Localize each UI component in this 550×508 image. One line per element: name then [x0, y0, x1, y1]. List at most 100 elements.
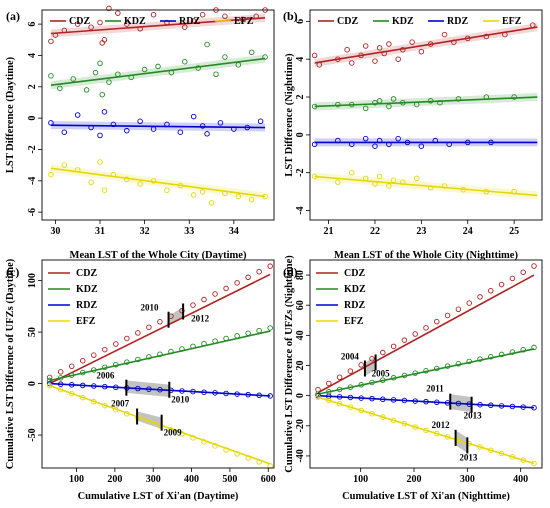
- data-point-rdz: [395, 135, 401, 142]
- data-point-rdz: [137, 118, 143, 125]
- data-point-cdz: [182, 24, 188, 30]
- data-point-kdz: [155, 63, 161, 70]
- data-point-cdz: [199, 11, 206, 18]
- data-point-kdz: [390, 96, 397, 102]
- fit-line-kdz: [49, 330, 271, 382]
- data-point-kdz: [256, 327, 262, 334]
- data-point-efz: [413, 175, 420, 182]
- data-point-kdz: [92, 69, 99, 76]
- data-point-kdz: [335, 101, 341, 108]
- x-tick-label: 24: [463, 226, 473, 237]
- data-point-efz: [386, 183, 392, 189]
- data-point-rdz: [177, 129, 184, 135]
- fit-line-kdz: [317, 348, 535, 395]
- data-point-efz: [335, 179, 341, 185]
- legend-label: RDZ: [447, 16, 468, 27]
- x-tick-label: 400: [184, 474, 199, 485]
- data-point-rdz: [110, 121, 117, 128]
- y-tick-label: 6: [27, 22, 38, 27]
- legend: CDZ KDZ RDZ EFZ: [318, 16, 522, 27]
- breakpoint-label: 2013: [459, 452, 478, 462]
- x-tick-label: 30: [50, 226, 60, 237]
- x-tick-label: 100: [69, 474, 84, 485]
- data-point-cdz: [477, 294, 483, 300]
- data-point-cdz: [256, 268, 262, 275]
- x-axis-label: Cumulative LST of Xi'an (Daytime): [78, 491, 239, 502]
- fit-line-efz: [49, 384, 271, 465]
- data-point-cdz: [418, 48, 425, 55]
- data-point-cdz: [101, 37, 108, 43]
- data-point-rdz: [48, 120, 54, 126]
- data-point-cdz: [531, 263, 537, 269]
- x-tick-label: 200: [107, 474, 122, 485]
- plot-frame: [41, 9, 275, 221]
- data-point-rdz: [74, 112, 81, 118]
- data-point-cdz: [74, 21, 81, 27]
- data-point-efz: [349, 169, 355, 176]
- fit-line-cdz: [49, 273, 271, 385]
- data-point-efz: [48, 171, 54, 178]
- fit-line-cdz: [314, 26, 538, 64]
- y-tick-label: 4: [295, 57, 306, 62]
- data-point-efz: [164, 187, 170, 193]
- panel-label: (b): [283, 9, 298, 23]
- data-point-kdz: [520, 347, 526, 353]
- data-point-rdz: [124, 127, 130, 134]
- data-point-kdz: [386, 103, 392, 110]
- legend: CDZ KDZ RDZ EFZ: [48, 268, 98, 327]
- x-tick-label: 100: [353, 474, 368, 485]
- data-point-kdz: [222, 54, 228, 60]
- data-point-cdz: [466, 300, 472, 306]
- data-point-efz: [376, 173, 383, 180]
- y-tick-label: 6: [295, 19, 306, 24]
- legend: CDZ KDZ RDZ EFZ: [316, 268, 366, 327]
- fit-line-efz: [314, 175, 538, 197]
- breakpoint-label: 2012: [432, 420, 451, 430]
- data-point-cdz: [135, 330, 141, 336]
- data-point-cdz: [79, 357, 86, 364]
- breakpoint-label: 2010: [141, 303, 160, 313]
- legend-label: RDZ: [344, 300, 365, 311]
- data-point-kdz: [267, 325, 273, 331]
- fit-line-efz: [317, 396, 535, 465]
- y-tick-label: 80: [295, 270, 306, 280]
- data-point-cdz: [150, 11, 157, 18]
- y-tick-label: 4: [27, 53, 38, 58]
- data-point-rdz: [61, 129, 68, 135]
- legend-label: KDZ: [392, 16, 414, 27]
- legend-label: CDZ: [344, 268, 365, 279]
- x-tick-label: 25: [509, 226, 519, 237]
- data-point-rdz: [372, 143, 378, 149]
- data-point-cdz: [201, 296, 207, 303]
- data-point-rdz: [101, 109, 108, 115]
- x-tick-label: 300: [460, 474, 475, 485]
- y-tick-label: -50: [27, 428, 38, 441]
- fit-line-efz: [50, 167, 266, 198]
- breakpoint-label: 2004: [341, 352, 360, 362]
- data-point-cdz: [245, 274, 251, 281]
- breakpoint-label: 2007: [111, 399, 130, 409]
- x-tick-label: 23: [416, 226, 426, 237]
- data-point-efz: [199, 189, 206, 195]
- data-point-cdz: [113, 341, 119, 347]
- y-tick-label: 50: [27, 327, 38, 337]
- data-point-kdz: [362, 105, 369, 112]
- data-point-cdz: [444, 312, 451, 319]
- data-point-cdz: [124, 21, 130, 27]
- data-point-kdz: [48, 73, 54, 79]
- data-point-efz: [137, 181, 143, 187]
- data-point-cdz: [336, 374, 343, 381]
- x-axis-label: Mean LST of the Whole City (Daytime): [70, 250, 247, 261]
- data-point-efz: [248, 196, 255, 203]
- data-point-efz: [97, 159, 103, 165]
- y-tick-label: 20: [295, 361, 306, 371]
- legend-label: CDZ: [76, 268, 97, 279]
- legend-label: EFZ: [234, 16, 254, 27]
- data-point-kdz: [213, 71, 219, 78]
- x-tick-label: 500: [222, 474, 237, 485]
- data-point-cdz: [222, 13, 228, 20]
- data-point-cdz: [57, 369, 64, 375]
- breakpoint-label: 2009: [164, 428, 183, 438]
- data-point-cdz: [362, 43, 369, 49]
